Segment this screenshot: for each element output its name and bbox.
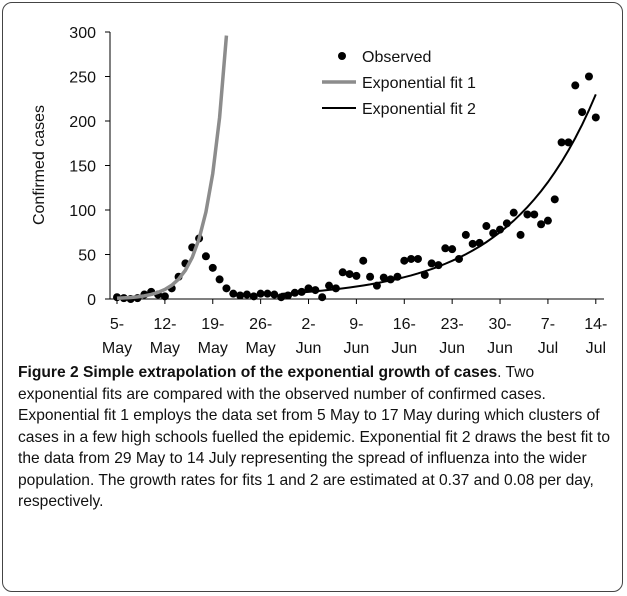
- observed-point: [222, 284, 231, 293]
- y-tick-label: 250: [69, 70, 96, 87]
- x-tick-label: 26-May: [246, 316, 276, 357]
- x-tick-label: 16-Jun: [391, 316, 417, 357]
- observed-point: [591, 113, 600, 122]
- y-tick-label: 100: [69, 203, 96, 220]
- observed-point: [550, 195, 559, 204]
- observed-point: [516, 230, 525, 239]
- observed-point: [543, 216, 552, 225]
- observed-point: [571, 81, 580, 90]
- observed-point: [201, 252, 210, 261]
- observed-point: [523, 210, 532, 219]
- observed-point: [448, 245, 457, 254]
- observed-point: [318, 293, 327, 302]
- observed-point: [242, 290, 251, 299]
- observed-point: [160, 292, 169, 301]
- x-tick-label: 23-Jun: [439, 316, 465, 357]
- chart: Confirmed cases 0 50 100 150 200 250 300 5-May 1…: [31, 25, 607, 357]
- observed-point: [352, 271, 361, 280]
- observed-point: [366, 272, 375, 281]
- y-tick-label: 300: [69, 25, 96, 42]
- observed-point: [256, 289, 265, 298]
- observed-point: [249, 292, 258, 301]
- observed-point: [325, 281, 334, 290]
- observed-point: [509, 208, 518, 217]
- observed-point: [578, 108, 587, 117]
- caption: Figure 2 Simple extrapolation of the exp…: [18, 362, 614, 513]
- observed-point: [304, 284, 313, 293]
- observed-point: [407, 254, 416, 263]
- observed-point: [584, 72, 593, 81]
- observed-point: [468, 239, 477, 248]
- y-tick-label: 200: [69, 114, 96, 131]
- observed-point: [263, 289, 272, 298]
- x-tick-label: 30-Jun: [487, 316, 513, 357]
- x-tick-label: 7-Jul: [538, 316, 558, 357]
- y-tick-label: 50: [78, 248, 96, 265]
- observed-point: [557, 138, 566, 147]
- observed-point: [564, 138, 573, 147]
- y-axis-label: Confirmed cases: [31, 105, 48, 225]
- observed-point: [270, 290, 279, 299]
- observed-point: [359, 256, 368, 265]
- x-tick-label: 19-May: [198, 316, 228, 357]
- y-tick-label: 0: [87, 292, 96, 309]
- observed-point: [345, 270, 354, 279]
- x-tick-label: 12-May: [150, 316, 180, 357]
- x-tick-label: 5-May: [102, 316, 132, 357]
- x-tick-label: 2-Jun: [296, 316, 322, 357]
- observed-point: [229, 289, 238, 298]
- x-tick-label: 9-Jun: [344, 316, 370, 357]
- observed-point: [441, 244, 450, 253]
- legend-label: Observed: [362, 49, 431, 66]
- caption-text: . Two exponential fits are compared with…: [18, 364, 611, 510]
- legend-marker: [338, 52, 346, 60]
- fit-line: [116, 35, 229, 301]
- fit-line: [281, 93, 597, 295]
- caption-title: Figure 2 Simple extrapolation of the exp…: [18, 364, 498, 381]
- observed-point: [537, 220, 546, 229]
- observed-point: [338, 268, 347, 277]
- observed-point: [400, 256, 409, 265]
- legend-label: Exponential fit 1: [362, 75, 476, 92]
- observed-point: [427, 259, 436, 268]
- observed-point: [482, 222, 491, 231]
- legend-label: Exponential fit 2: [362, 101, 476, 118]
- observed-point: [379, 273, 388, 282]
- observed-point: [413, 254, 422, 263]
- y-tick-label: 150: [69, 159, 96, 176]
- observed-point: [215, 275, 224, 284]
- observed-point: [461, 230, 470, 239]
- x-tick-label: 14-Jul: [584, 316, 607, 357]
- observed-point: [236, 291, 245, 300]
- observed-point: [277, 293, 286, 302]
- observed-point: [530, 210, 539, 219]
- observed-point: [208, 263, 217, 272]
